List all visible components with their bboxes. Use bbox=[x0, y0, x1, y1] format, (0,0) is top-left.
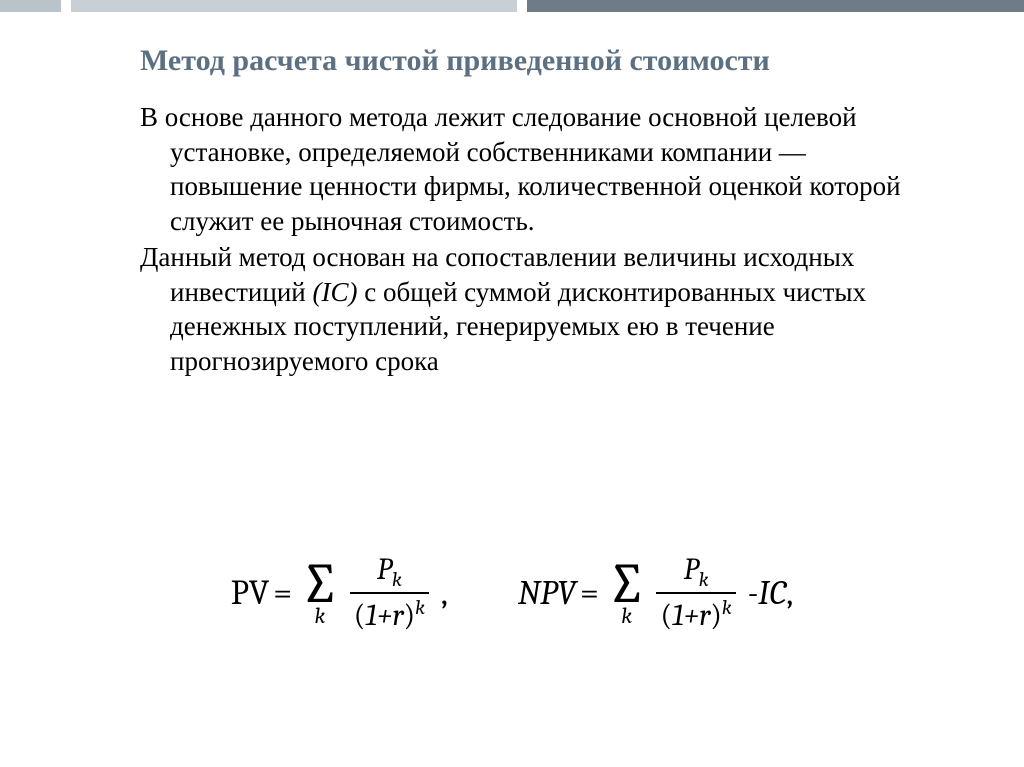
npv-sum: ∑ k bbox=[603, 559, 651, 627]
npv-numerator: Pk bbox=[680, 555, 713, 592]
npv-lhs: NPV bbox=[518, 573, 576, 613]
npv-suffix: , bbox=[786, 573, 793, 613]
pv-lhs: PV bbox=[231, 573, 269, 613]
npv-num-sym: P bbox=[684, 552, 699, 587]
formula-row: PV = ∑ k Pk (1+r)k , NPV = ∑ k bbox=[0, 555, 1024, 631]
pv-fraction: Pk (1+r)k bbox=[344, 555, 435, 631]
body-text: В основе данного метода лежит следование… bbox=[140, 100, 944, 380]
npv-den-inner: 1+r bbox=[672, 598, 710, 633]
pv-denominator: (1+r)k bbox=[350, 594, 429, 631]
formula-npv: NPV = ∑ k Pk (1+r)k -IC, bbox=[518, 555, 793, 631]
pv-sum: ∑ k bbox=[296, 559, 344, 627]
slide: Метод расчета чистой приведенной стоимос… bbox=[0, 0, 1024, 767]
top-bar-segment-a bbox=[0, 0, 61, 12]
formula-pv: PV = ∑ k Pk (1+r)k , bbox=[231, 555, 448, 631]
pv-numerator: Pk bbox=[373, 555, 406, 592]
top-accent-bar bbox=[0, 0, 1024, 12]
top-bar-segment-c bbox=[527, 0, 1024, 12]
npv-num-sub: k bbox=[699, 568, 709, 591]
npv-tail-term: -IC bbox=[748, 573, 787, 613]
sigma-icon: ∑ bbox=[607, 559, 647, 609]
slide-title: Метод расчета чистой приведенной стоимос… bbox=[140, 44, 944, 78]
top-bar-segment-b bbox=[71, 0, 517, 12]
npv-denominator: (1+r)k bbox=[656, 594, 735, 631]
npv-equals: = bbox=[576, 573, 603, 613]
paragraph-1: В основе данного метода лежит следование… bbox=[140, 100, 944, 238]
npv-fraction: Pk (1+r)k bbox=[650, 555, 741, 631]
sigma-icon: ∑ bbox=[300, 559, 340, 609]
pv-suffix: , bbox=[435, 573, 448, 613]
pv-den-inner: 1+r bbox=[365, 598, 403, 633]
pv-den-exp: k bbox=[415, 596, 425, 619]
top-bar-gap-1 bbox=[61, 0, 71, 12]
pv-sum-index: k bbox=[315, 605, 326, 627]
paragraph-2: Данный метод основан на сопоставлении ве… bbox=[140, 240, 944, 378]
npv-den-exp: k bbox=[722, 596, 732, 619]
top-bar-gap-2 bbox=[517, 0, 527, 12]
pv-num-sub: k bbox=[392, 568, 402, 591]
pv-equals: = bbox=[269, 573, 296, 613]
pv-num-sym: P bbox=[377, 552, 392, 587]
npv-sum-index: k bbox=[621, 605, 632, 627]
paragraph-2-italic: (IC) bbox=[312, 277, 357, 307]
npv-tail: -IC, bbox=[742, 573, 794, 613]
